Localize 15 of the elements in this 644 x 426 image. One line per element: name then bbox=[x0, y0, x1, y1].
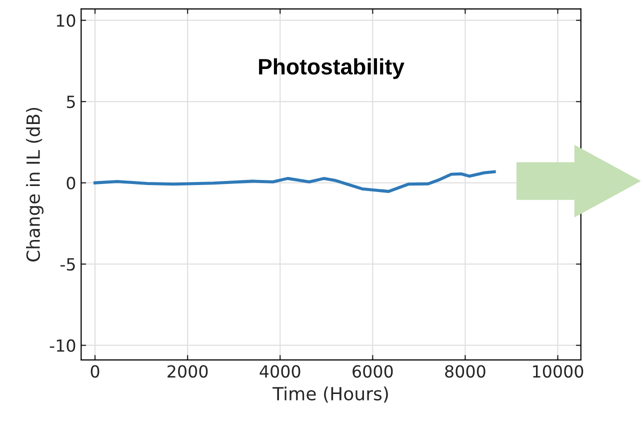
y-tick-label: -5 bbox=[60, 258, 75, 271]
line-series bbox=[93, 170, 496, 193]
text: Photostability bbox=[259, 58, 404, 79]
y-tick-label: 5 bbox=[66, 96, 75, 108]
x-axis-title: Time (Hours) bbox=[272, 386, 388, 403]
y-axis-title: Change in IL (dB) bbox=[26, 108, 44, 262]
x-tick-label: 10000 bbox=[533, 365, 584, 378]
y-tick-label: 0 bbox=[66, 176, 76, 190]
x-tick-label: 0 bbox=[90, 365, 100, 378]
x-tick-label: 6000 bbox=[352, 365, 393, 378]
y-tick-label: 10 bbox=[56, 14, 76, 27]
x-tick-label: 2000 bbox=[168, 365, 208, 378]
x-tick-label: 4000 bbox=[260, 365, 300, 378]
x-tick-label: 8000 bbox=[445, 365, 486, 378]
y-tick-label: -10 bbox=[50, 339, 76, 352]
